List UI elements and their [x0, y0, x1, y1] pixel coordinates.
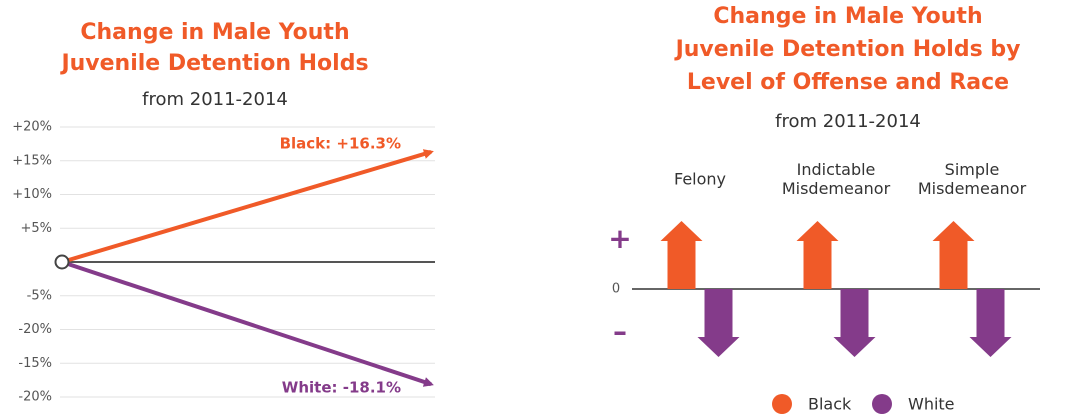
y-tick-label: +5%: [20, 221, 52, 236]
legend-label: Black: [808, 395, 852, 414]
y-tick-label: -20%: [18, 322, 52, 337]
arrow-bar: [660, 221, 703, 289]
y-tick-label: 0: [612, 282, 620, 297]
chart-title: Juvenile Detention Holds: [59, 51, 368, 76]
arrow-bar: [697, 289, 740, 357]
y-tick-label: +15%: [12, 153, 52, 168]
category-label: Felony: [674, 170, 726, 189]
y-tick-label: -15%: [18, 356, 52, 371]
chart-subtitle: from 2011-2014: [142, 89, 288, 110]
y-tick-label: +10%: [12, 187, 52, 202]
legend-swatch: [872, 394, 892, 414]
y-tick-label: –: [613, 315, 627, 348]
chart-title: Juvenile Detention Holds by: [674, 37, 1021, 62]
category-label: Indictable: [797, 160, 876, 179]
category-label: Simple: [945, 160, 1000, 179]
chart-subtitle: from 2011-2014: [775, 111, 921, 132]
origin-point: [54, 254, 70, 270]
legend-label: White: [908, 395, 955, 414]
y-tick-label: -20%: [18, 390, 52, 405]
value-label: Black: +16.3%: [280, 134, 401, 152]
arrow-bar: [833, 289, 876, 357]
value-label: White: -18.1%: [282, 379, 401, 397]
y-tick-label: -5%: [27, 288, 52, 303]
y-tick-label: +20%: [12, 120, 52, 135]
legend-swatch: [772, 394, 792, 414]
chart-title: Change in Male Youth: [80, 20, 349, 45]
category-label: Misdemeanor: [918, 179, 1027, 198]
chart-title: Level of Offense and Race: [687, 70, 1009, 95]
y-tick-label: +: [608, 222, 631, 255]
arrow-bar: [969, 289, 1012, 357]
series-line: [61, 149, 434, 264]
series-line: [61, 260, 434, 387]
chart-title: Change in Male Youth: [713, 4, 982, 29]
arrow-bar: [796, 221, 839, 289]
category-label: Misdemeanor: [782, 179, 891, 198]
arrow-bar: [932, 221, 975, 289]
